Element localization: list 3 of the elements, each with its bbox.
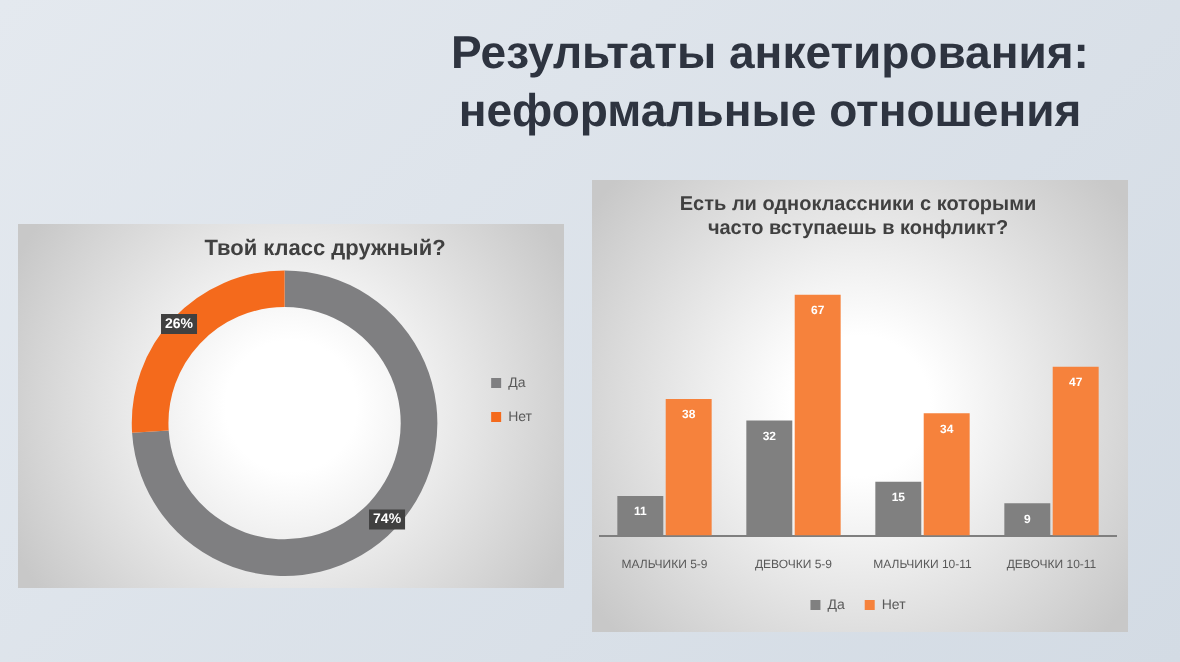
chart-title: Твой класс дружный? (204, 237, 447, 262)
chart-title: Есть ли одноклассники с которыми часто вступаешь в конфликт? (679, 193, 1037, 240)
text: Результаты анкетирования: неформальные отношения (449, 24, 1091, 140)
